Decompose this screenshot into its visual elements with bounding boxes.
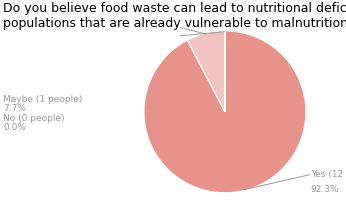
Wedge shape <box>187 31 225 112</box>
Wedge shape <box>144 31 306 193</box>
Text: No (0 people): No (0 people) <box>3 114 65 123</box>
Text: 7.7%: 7.7% <box>3 104 26 113</box>
Text: 0.0%: 0.0% <box>3 123 26 132</box>
Text: 92.3%: 92.3% <box>311 185 339 194</box>
Text: Maybe (1 people): Maybe (1 people) <box>3 95 83 104</box>
Text: Do you believe food waste can lead to nutritional deficiencies in
populations th: Do you believe food waste can lead to nu… <box>3 2 346 30</box>
Text: Yes (12 people): Yes (12 people) <box>311 170 346 179</box>
